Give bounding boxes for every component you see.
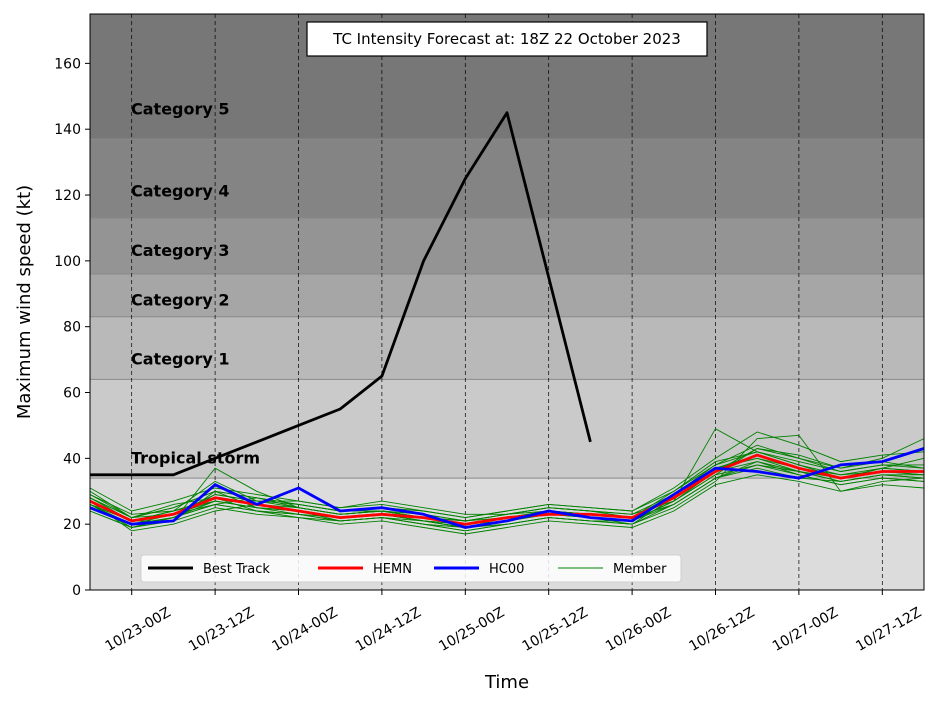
y-tick-label: 0 (72, 583, 81, 599)
legend-label: HC00 (489, 562, 524, 577)
category-band (90, 379, 924, 479)
y-tick-label: 120 (54, 188, 81, 204)
category-label: Tropical storm (131, 448, 260, 467)
x-tick-label: 10/25-00Z (436, 605, 507, 655)
x-tick-label: 10/26-00Z (603, 605, 674, 655)
legend-label: Member (613, 562, 667, 577)
title-box: TC Intensity Forecast at: 18Z 22 October… (306, 21, 708, 57)
x-tick-label: 10/24-12Z (353, 605, 424, 655)
title-frame (306, 21, 708, 57)
y-tick-label: 40 (63, 451, 81, 467)
member-line (89, 474, 925, 535)
category-band (90, 316, 924, 380)
category-label: Category 4 (131, 182, 230, 201)
legend-label: HEMN (373, 562, 412, 577)
best-track-line (90, 111, 592, 477)
category-labels: Tropical storm Category 1 Category 2 Catego… (131, 99, 260, 467)
y-axis-label: Maximum wind speed (kt) (14, 185, 35, 419)
x-tick-label: 10/27-00Z (770, 605, 841, 655)
category-band (90, 274, 924, 317)
category-label: Category 5 (131, 99, 230, 118)
legend: Best Track HEMN HC00 Member (140, 554, 682, 583)
x-axis-label: Time (484, 672, 529, 693)
main-series-lines (89, 111, 925, 529)
member-line (89, 438, 925, 522)
x-tick-label: 10/26-12Z (686, 605, 757, 655)
category-band (90, 139, 924, 219)
y-axis: 0 20 40 60 80 100 120 140 160 (54, 56, 90, 599)
category-label: Category 3 (131, 241, 230, 260)
category-bands (90, 14, 924, 590)
chart-title: TC Intensity Forecast at: 18Z 22 October… (332, 30, 681, 48)
legend-frame (140, 554, 682, 583)
x-tick-label: 10/23-00Z (103, 605, 174, 655)
y-tick-label: 160 (54, 56, 81, 72)
x-tick-label: 10/23-12Z (186, 605, 257, 655)
legend-label: Best Track (203, 562, 270, 577)
y-tick-label: 20 (63, 517, 81, 533)
x-tick-label: 10/24-00Z (269, 605, 340, 655)
hc00-line (89, 447, 925, 529)
x-tick-label: 10/27-12Z (853, 605, 924, 655)
vertical-gridlines (131, 14, 883, 590)
category-band (90, 218, 924, 275)
category-label: Category 2 (131, 290, 230, 309)
x-tick-label: 10/25-12Z (520, 605, 591, 655)
plot-frame (89, 13, 925, 591)
y-tick-label: 80 (63, 320, 81, 336)
category-label: Category 1 (131, 350, 230, 369)
y-tick-label: 140 (54, 122, 81, 138)
hemn-line (89, 453, 924, 526)
y-tick-label: 100 (54, 254, 81, 270)
y-tick-label: 60 (63, 386, 81, 402)
x-axis: 10/23-00Z 10/23-12Z 10/24-00Z 10/24-12Z 10/2… (103, 590, 924, 655)
